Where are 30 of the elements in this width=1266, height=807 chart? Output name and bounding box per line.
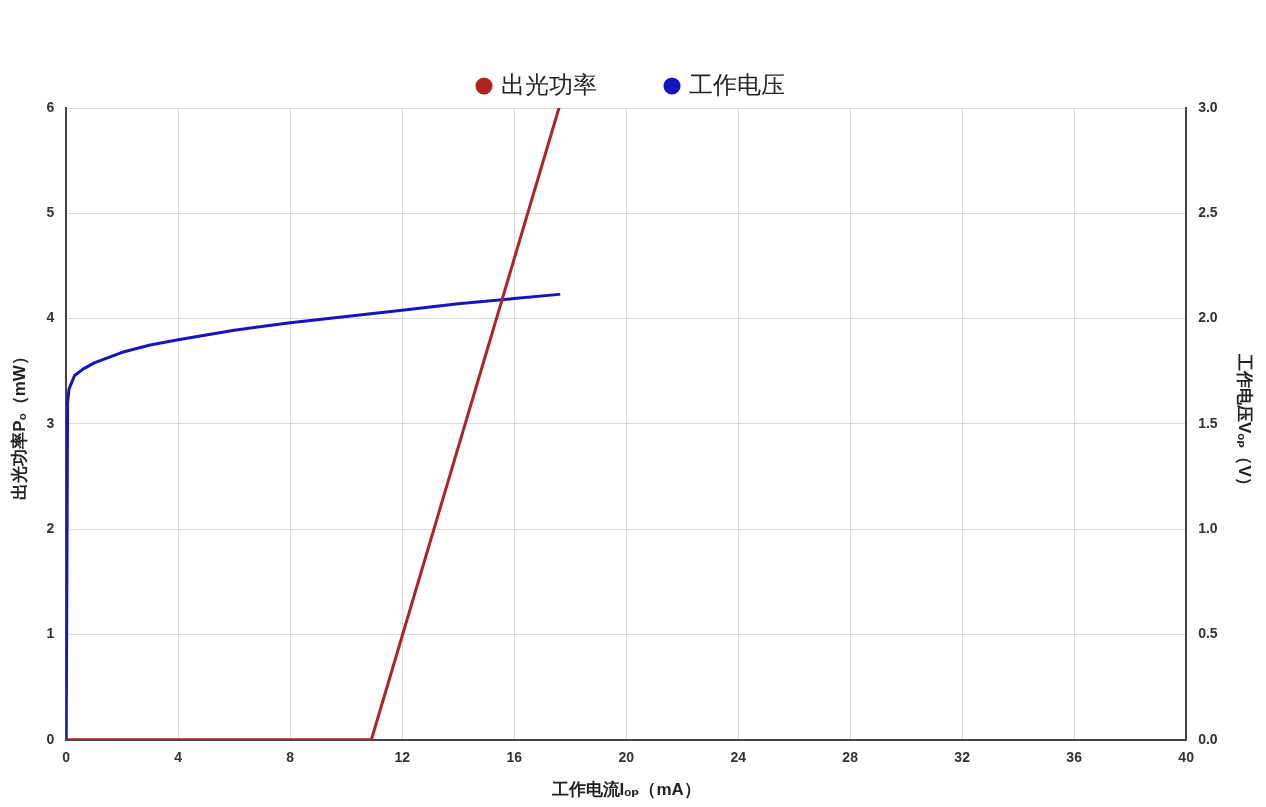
y-tick-label: 4 (46, 309, 55, 326)
y2-tick-label: 0.0 (1198, 730, 1218, 747)
x-tick-label: 20 (618, 749, 635, 766)
x-tick-label: 16 (506, 749, 523, 766)
y2-tick-label: 2.5 (1198, 204, 1218, 221)
y-tick-label: 1 (46, 625, 55, 642)
x-tick-label: 28 (842, 749, 859, 766)
x-tick-label: 40 (1178, 749, 1195, 766)
x-tick-label: 24 (730, 749, 747, 766)
y-tick-label: 5 (46, 204, 55, 221)
y2-tick-label: 2.0 (1198, 309, 1218, 326)
x-tick-label: 12 (394, 749, 411, 766)
y2-axis-title: 工作电压Vₒₚ（V） (1235, 353, 1255, 494)
x-tick-label: 0 (62, 749, 71, 766)
y2-tick-label: 3.0 (1198, 98, 1218, 115)
y-axis-title: 出光功率Pₒ（mW） (9, 348, 29, 500)
x-tick-label: 36 (1066, 749, 1083, 766)
x-tick-label: 32 (954, 749, 971, 766)
x-tick-label: 8 (286, 749, 295, 766)
y-tick-label: 3 (46, 414, 55, 431)
y2-tick-label: 0.5 (1198, 625, 1218, 642)
y2-tick-label: 1.0 (1198, 520, 1218, 537)
y-tick-label: 0 (46, 730, 55, 747)
x-axis-title: 工作电流Iₒₚ（mA） (550, 780, 701, 800)
x-tick-label: 4 (174, 749, 183, 766)
y2-tick-label: 1.5 (1198, 414, 1218, 431)
y-tick-label: 6 (46, 98, 55, 115)
y-tick-label: 2 (46, 520, 55, 537)
legend-label: 出光功率 (501, 70, 597, 98)
legend-label: 工作电压 (689, 70, 785, 98)
